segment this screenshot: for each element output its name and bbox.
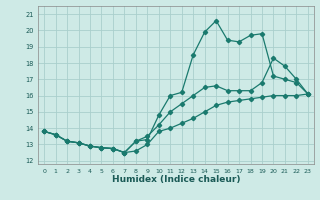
X-axis label: Humidex (Indice chaleur): Humidex (Indice chaleur) — [112, 175, 240, 184]
